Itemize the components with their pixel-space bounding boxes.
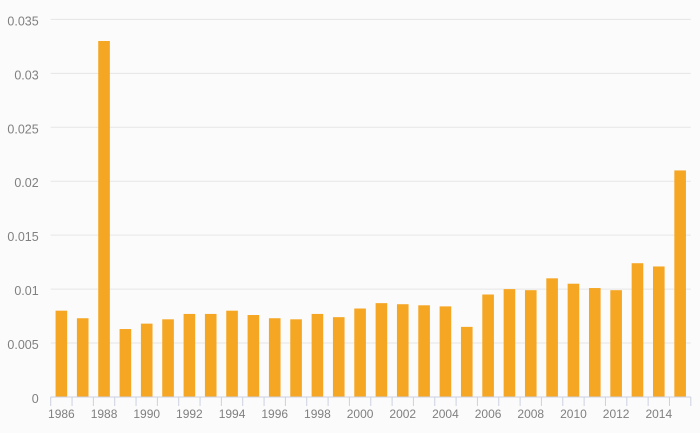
svg-text:2004: 2004	[432, 407, 459, 421]
svg-text:0.015: 0.015	[7, 230, 38, 244]
svg-text:0.005: 0.005	[7, 338, 38, 352]
svg-text:1994: 1994	[219, 407, 246, 421]
svg-text:0: 0	[32, 392, 39, 406]
svg-text:2012: 2012	[603, 407, 630, 421]
svg-text:1996: 1996	[261, 407, 288, 421]
svg-text:2014: 2014	[645, 407, 672, 421]
svg-text:1990: 1990	[133, 407, 160, 421]
svg-text:0.01: 0.01	[14, 284, 38, 298]
svg-text:2002: 2002	[389, 407, 416, 421]
svg-text:2008: 2008	[517, 407, 544, 421]
svg-text:1986: 1986	[48, 407, 75, 421]
svg-text:0.035: 0.035	[7, 14, 38, 28]
svg-text:1988: 1988	[91, 407, 118, 421]
svg-text:1992: 1992	[176, 407, 203, 421]
svg-text:2000: 2000	[347, 407, 374, 421]
svg-text:0.03: 0.03	[14, 68, 38, 82]
svg-text:1998: 1998	[304, 407, 331, 421]
svg-text:2010: 2010	[560, 407, 587, 421]
svg-text:0.02: 0.02	[14, 176, 38, 190]
svg-text:2006: 2006	[475, 407, 502, 421]
svg-text:0.025: 0.025	[7, 122, 38, 136]
